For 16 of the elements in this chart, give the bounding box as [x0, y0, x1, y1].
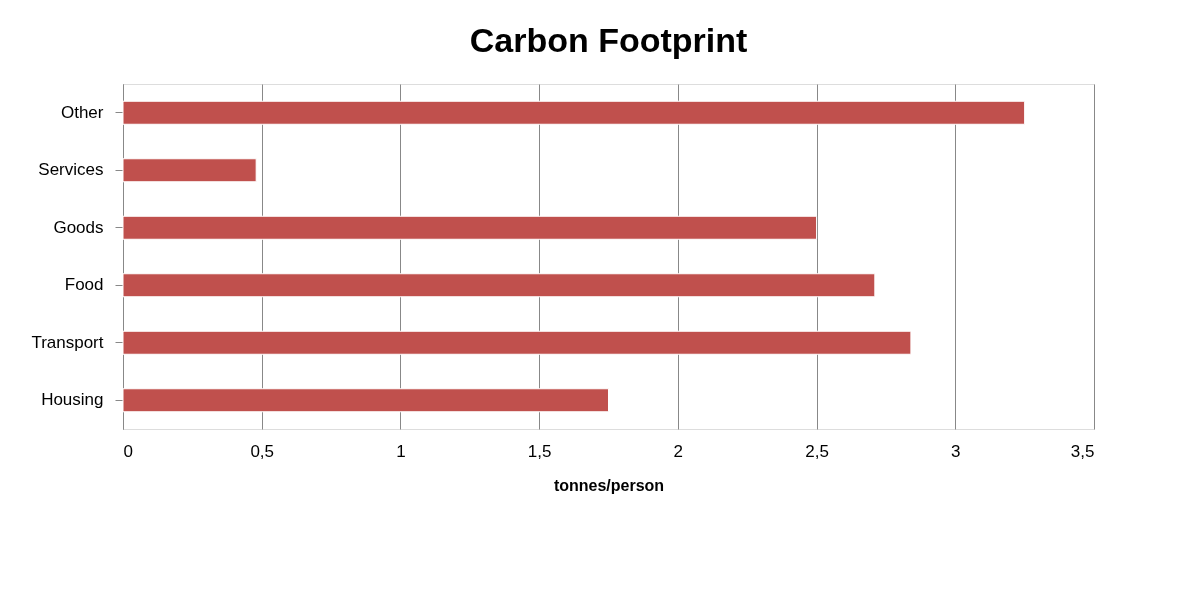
y-tick-label: Transport [31, 332, 104, 352]
chart-title: Carbon Footprint [469, 21, 748, 59]
x-tick-label: 1,5 [527, 441, 552, 461]
x-tick-label: 2,5 [805, 441, 829, 461]
y-tick-label: Housing [41, 390, 104, 410]
x-tick-label: 0,5 [250, 441, 275, 461]
x-tick-label: 0 [123, 441, 133, 461]
y-tick-label: Goods [53, 217, 104, 237]
x-tick-label: 1 [396, 441, 406, 461]
y-tick-label: Food [64, 275, 104, 295]
y-tick-label: Other [60, 102, 104, 122]
y-tick-label: Services [38, 160, 104, 180]
x-tick-label: 2 [673, 441, 684, 461]
x-tick-label: 3 [951, 441, 961, 461]
x-tick-label: 3,5 [1070, 441, 1095, 461]
x-axis-title: tonnes/person [553, 476, 665, 494]
